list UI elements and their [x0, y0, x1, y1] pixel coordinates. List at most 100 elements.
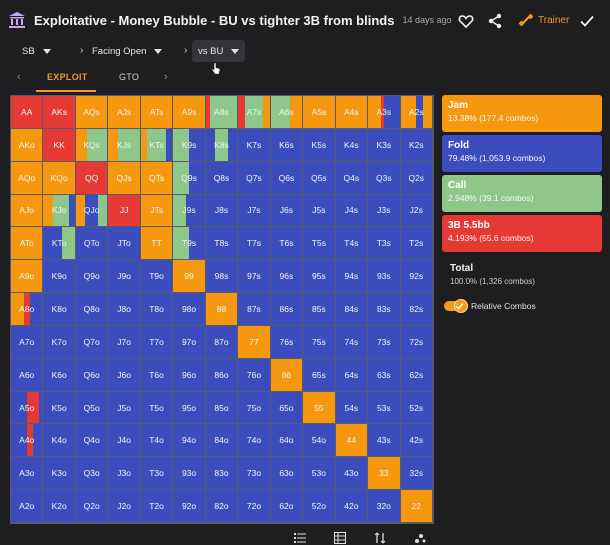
hand-cell[interactable]: 54o	[303, 424, 336, 458]
hand-cell[interactable]: 93o	[173, 457, 206, 491]
hand-cell[interactable]: KQo	[43, 161, 76, 195]
hand-cell[interactable]: 92s	[400, 260, 433, 294]
hand-cell[interactable]: T8o	[140, 293, 174, 326]
hand-cell[interactable]: Q2s	[400, 161, 433, 195]
crumb-facing-open[interactable]: Facing Open	[92, 40, 163, 62]
hand-cell[interactable]: 62s	[400, 358, 433, 392]
hand-cell[interactable]: J3s	[368, 194, 401, 228]
hand-cell[interactable]: A9s	[173, 96, 206, 129]
hand-cell[interactable]: 84s	[335, 293, 369, 326]
table-icon[interactable]	[334, 532, 346, 544]
hand-cell[interactable]: Q3o	[75, 457, 109, 491]
hand-cell[interactable]: T4o	[140, 424, 174, 458]
hand-cell[interactable]: 72o	[238, 490, 271, 523]
hand-cell[interactable]: T2s	[400, 227, 433, 261]
hand-cell[interactable]: 95s	[303, 260, 336, 294]
hand-cell[interactable]: J2s	[400, 194, 433, 228]
hand-cell[interactable]: A7o	[11, 325, 44, 359]
hand-cell[interactable]: 66	[270, 358, 304, 392]
hand-cell[interactable]: J9o	[108, 260, 141, 294]
hand-cell[interactable]: 94o	[173, 424, 206, 458]
hand-cell[interactable]: T7o	[140, 325, 174, 359]
hand-cell[interactable]: J2o	[108, 490, 141, 523]
hand-cell[interactable]: 73s	[368, 325, 401, 359]
hand-cell[interactable]: 76o	[238, 358, 271, 392]
hand-cell[interactable]: T6s	[270, 227, 304, 261]
hand-cell[interactable]: 52o	[303, 490, 336, 523]
hand-cell[interactable]: AJs	[108, 96, 141, 129]
hand-cell[interactable]: 22	[400, 490, 433, 523]
hand-cell[interactable]: KQs	[75, 128, 109, 162]
hand-cell[interactable]: 62o	[270, 490, 304, 523]
hand-cell[interactable]: 86s	[270, 293, 304, 326]
hand-cell[interactable]: 75s	[303, 325, 336, 359]
hand-cell[interactable]: KJs	[108, 128, 141, 162]
hand-cell[interactable]: 85s	[303, 293, 336, 326]
hand-cell[interactable]: Q5s	[303, 161, 336, 195]
hand-cell[interactable]: T3s	[368, 227, 401, 261]
hand-cell[interactable]: AKo	[11, 128, 44, 162]
hand-cell[interactable]: 32o	[368, 490, 401, 523]
hand-cell[interactable]: A5o	[11, 391, 44, 425]
hand-cell[interactable]: 42o	[335, 490, 369, 523]
hand-cell[interactable]: 74o	[238, 424, 271, 458]
hand-cell[interactable]: QJo	[75, 194, 109, 228]
hand-cell[interactable]: 43o	[335, 457, 369, 491]
check-icon[interactable]	[579, 13, 595, 29]
hand-cell[interactable]: J8o	[108, 293, 141, 326]
hand-cell[interactable]: A3o	[11, 457, 44, 491]
hand-cell[interactable]: 87o	[205, 325, 239, 359]
legend-fold[interactable]: Fold 79.48% (1,053.9 combos)	[442, 135, 602, 172]
hand-cell[interactable]: 42s	[400, 424, 433, 458]
hand-cell[interactable]: K8s	[205, 128, 239, 162]
hand-cell[interactable]: KJo	[43, 194, 76, 228]
hand-cell[interactable]: 77	[238, 325, 271, 359]
hand-cell[interactable]: A4o	[11, 424, 44, 458]
hand-cell[interactable]: 86o	[205, 358, 239, 392]
hand-cell[interactable]: AKs	[43, 96, 76, 129]
hand-cell[interactable]: T7s	[238, 227, 271, 261]
hand-cell[interactable]: T8s	[205, 227, 239, 261]
hand-cell[interactable]: 72s	[400, 325, 433, 359]
hand-cell[interactable]: 83o	[205, 457, 239, 491]
hand-cell[interactable]: J7o	[108, 325, 141, 359]
hand-cell[interactable]: ATo	[11, 227, 44, 261]
hand-cell[interactable]: JTs	[140, 194, 174, 228]
hand-cell[interactable]: 65s	[303, 358, 336, 392]
hand-cell[interactable]: 97o	[173, 325, 206, 359]
hand-cell[interactable]: Q5o	[75, 391, 109, 425]
hand-cell[interactable]: 82s	[400, 293, 433, 326]
hand-cell[interactable]: ATs	[140, 96, 174, 129]
hand-cell[interactable]: 53o	[303, 457, 336, 491]
hand-cell[interactable]: TT	[140, 227, 174, 261]
hand-cell[interactable]: A2o	[11, 490, 44, 523]
hand-cell[interactable]: Q6o	[75, 358, 109, 392]
hand-cell[interactable]: A2s	[400, 96, 433, 129]
hand-cell[interactable]: 32s	[400, 457, 433, 491]
list-icon[interactable]	[294, 532, 306, 544]
hand-cell[interactable]: K4o	[43, 424, 76, 458]
hand-cell[interactable]: T3o	[140, 457, 174, 491]
legend-jam[interactable]: Jam 13.38% (177.4 combos)	[442, 95, 602, 132]
hand-cell[interactable]: AQo	[11, 161, 44, 195]
hand-cell[interactable]: 63s	[368, 358, 401, 392]
hand-cell[interactable]: K3s	[368, 128, 401, 162]
hand-cell[interactable]: 96s	[270, 260, 304, 294]
chevron-right-icon[interactable]: ›	[164, 71, 168, 83]
hand-cell[interactable]: J4o	[108, 424, 141, 458]
hand-cell[interactable]: 88	[205, 293, 239, 326]
hand-cell[interactable]: 94s	[335, 260, 369, 294]
hand-cell[interactable]: QQ	[75, 161, 109, 195]
hand-cell[interactable]: 52s	[400, 391, 433, 425]
hand-cell[interactable]: J6o	[108, 358, 141, 392]
hand-cell[interactable]: Q2o	[75, 490, 109, 523]
hand-cell[interactable]: 43s	[368, 424, 401, 458]
hand-cell[interactable]: J3o	[108, 457, 141, 491]
hand-cell[interactable]: AQs	[75, 96, 109, 129]
hand-cell[interactable]: K3o	[43, 457, 76, 491]
hand-cell[interactable]: 44	[335, 424, 369, 458]
hand-cell[interactable]: 65o	[270, 391, 304, 425]
hand-cell[interactable]: K4s	[335, 128, 369, 162]
hand-cell[interactable]: T5s	[303, 227, 336, 261]
hand-cell[interactable]: A6s	[270, 96, 304, 129]
